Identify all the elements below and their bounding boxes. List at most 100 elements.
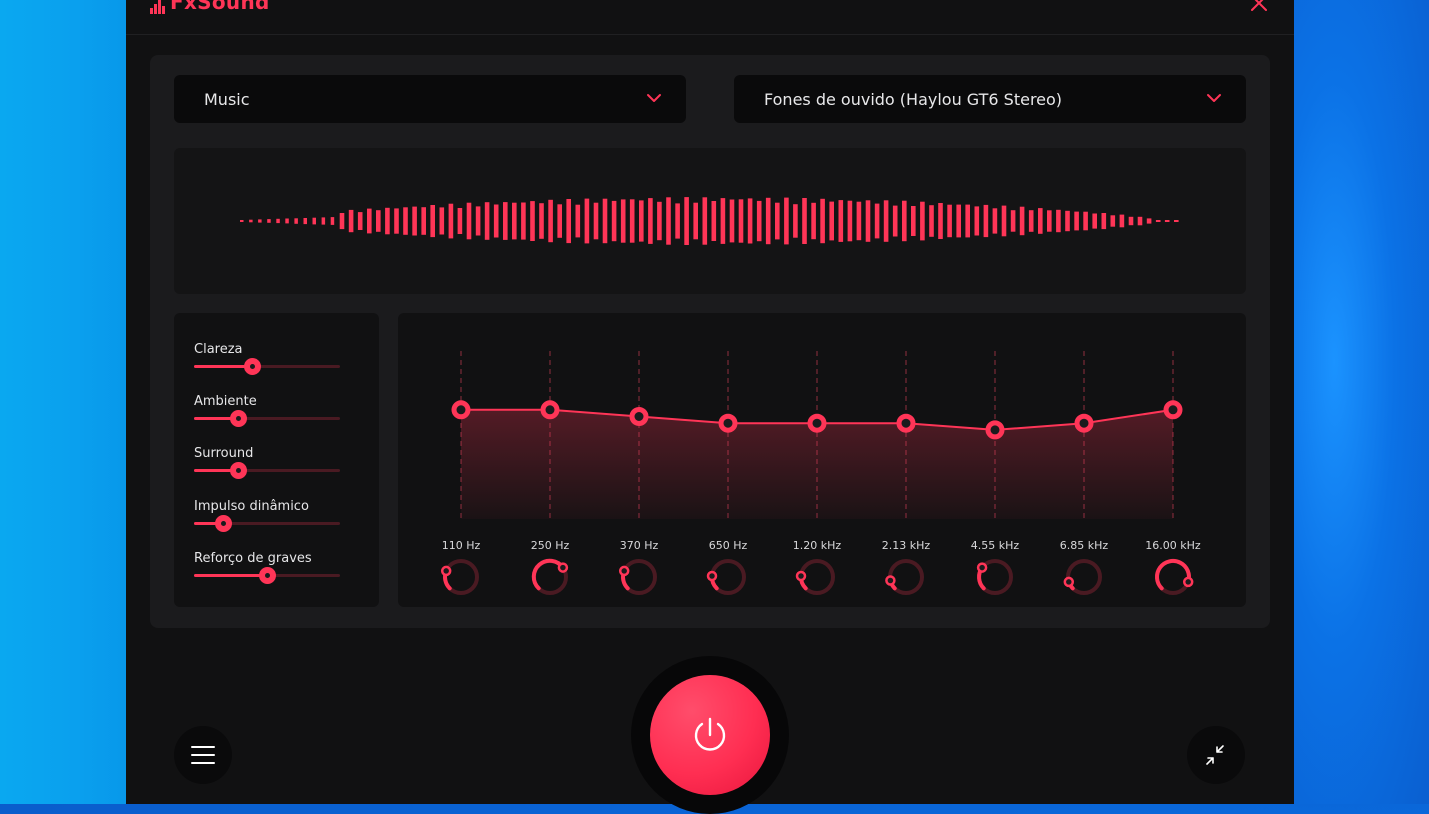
visualizer-bar	[321, 217, 326, 225]
effect-slider[interactable]	[194, 515, 340, 532]
effect-impulso-dinamico: Impulso dinâmico	[194, 499, 344, 539]
visualizer-bar	[539, 203, 544, 239]
app-brand-name: FxSound	[170, 0, 270, 14]
chevron-down-icon	[647, 94, 661, 102]
visualizer-bar	[811, 202, 816, 240]
eq-band-frequency: 16.00 kHz	[1145, 539, 1201, 552]
effect-reforco-graves: Reforço de graves	[194, 551, 344, 591]
eq-band-frequency: 2.13 kHz	[881, 539, 931, 552]
visualizer-bar	[938, 203, 943, 239]
eq-band-knob[interactable]	[706, 559, 746, 595]
visualizer-bar	[503, 202, 508, 240]
slider-thumb[interactable]	[244, 358, 262, 375]
eq-band-knob[interactable]	[976, 559, 1013, 595]
slider-fill	[194, 522, 224, 525]
visualizer-bar	[312, 217, 316, 225]
eq-band-handle[interactable]	[718, 413, 738, 433]
title-bar: FxSound	[126, 0, 1294, 35]
visualizer-bar	[729, 199, 735, 243]
visualizer-bar	[639, 200, 644, 242]
effect-slider[interactable]	[194, 358, 340, 375]
output-device-dropdown[interactable]: Fones de ouvido (Haylou GT6 Stereo)	[734, 75, 1246, 123]
eq-band-frequency: 110 Hz	[441, 539, 481, 552]
effect-slider[interactable]	[194, 410, 340, 427]
visualizer-bar	[856, 201, 862, 241]
eq-band-knob[interactable]	[795, 559, 835, 595]
visualizer-bar	[747, 198, 753, 244]
visualizer-bar	[258, 219, 262, 223]
visualizer-bar	[1119, 214, 1125, 228]
slider-thumb[interactable]	[215, 515, 233, 532]
eq-band-knob[interactable]	[440, 559, 479, 595]
power-button[interactable]	[650, 675, 770, 795]
close-icon[interactable]	[1250, 0, 1268, 12]
visualizer-bar	[883, 200, 889, 242]
visualizer-bar	[956, 204, 961, 238]
visualizer-bar	[784, 197, 789, 245]
visualizer-bar	[484, 202, 490, 240]
eq-band-frequency: 1.20 kHz	[792, 539, 842, 552]
minimize-button[interactable]	[1187, 726, 1245, 784]
visualizer-bar	[902, 200, 907, 242]
visualizer-bar	[548, 199, 553, 243]
effect-slider[interactable]	[194, 462, 340, 479]
visualizer-bar	[666, 197, 671, 245]
visualizer-bar	[756, 200, 762, 242]
eq-band-handle[interactable]	[985, 420, 1005, 440]
eq-band-knob[interactable]	[1154, 558, 1194, 595]
logo-bars-icon	[150, 0, 166, 14]
desktop-background-left	[0, 0, 126, 804]
visualizer-bar	[820, 198, 825, 244]
eq-band-handle[interactable]	[896, 413, 916, 433]
eq-band-knob[interactable]	[618, 559, 657, 595]
menu-button[interactable]	[174, 726, 232, 784]
eq-band-handle[interactable]	[1074, 413, 1094, 433]
slider-thumb[interactable]	[259, 567, 276, 584]
visualizer-bar	[403, 207, 408, 235]
visualizer-bar	[865, 200, 871, 242]
visualizer-bar	[276, 218, 280, 224]
visualizer-bar	[1092, 213, 1097, 229]
visualizer-bar	[385, 207, 390, 235]
visualizer-bar	[512, 202, 517, 240]
equalizer-panel: 110 Hz 250 Hz 370 Hz 650 Hz 1.20 kHz 2.13 kHz…	[398, 313, 1246, 607]
visualizer-bar	[793, 204, 798, 238]
visualizer-bar	[394, 208, 399, 234]
effect-slider[interactable]	[194, 567, 340, 584]
visualizer-bar	[974, 206, 980, 236]
visualizer-bar	[611, 200, 617, 242]
visualizer-bar	[285, 218, 289, 224]
eq-band-knob[interactable]	[531, 558, 569, 595]
power-icon	[694, 717, 726, 751]
visualizer-bar	[1056, 209, 1061, 233]
visualizer-bar	[1110, 215, 1116, 227]
slider-thumb[interactable]	[229, 462, 247, 479]
preset-dropdown[interactable]: Music	[174, 75, 686, 123]
eq-band-knob[interactable]	[1063, 559, 1102, 595]
eq-band-handle[interactable]	[807, 413, 827, 433]
slider-fill	[194, 417, 238, 420]
visualizer-bar	[1028, 210, 1034, 232]
hamburger-icon	[191, 746, 215, 764]
visualizer-bar	[530, 201, 535, 241]
visualizer-bar	[1038, 208, 1043, 234]
output-device-value: Fones de ouvido (Haylou GT6 Stereo)	[764, 90, 1063, 109]
visualizer-bar	[412, 206, 417, 236]
visualizer-bar	[693, 202, 698, 240]
effects-panel: Clareza Ambiente Surround Impulso dinâmi…	[174, 313, 379, 607]
eq-band-knob[interactable]	[885, 559, 924, 595]
visualizer-bar	[267, 219, 271, 223]
visualizer-bar	[1146, 218, 1152, 224]
visualizer-bar	[1155, 220, 1161, 222]
eq-band-handle[interactable]	[451, 400, 471, 420]
eq-band-handle[interactable]	[540, 400, 560, 420]
slider-thumb[interactable]	[229, 410, 247, 427]
visualizer-bar	[357, 212, 363, 230]
eq-band-handle[interactable]	[1163, 400, 1183, 420]
visualizer-bar	[1128, 216, 1134, 226]
audio-visualizer	[174, 148, 1246, 294]
equalizer-graph	[440, 351, 1194, 595]
eq-band-handle[interactable]	[629, 407, 649, 426]
visualizer-bar	[829, 201, 834, 241]
visualizer-bar	[1164, 220, 1170, 222]
